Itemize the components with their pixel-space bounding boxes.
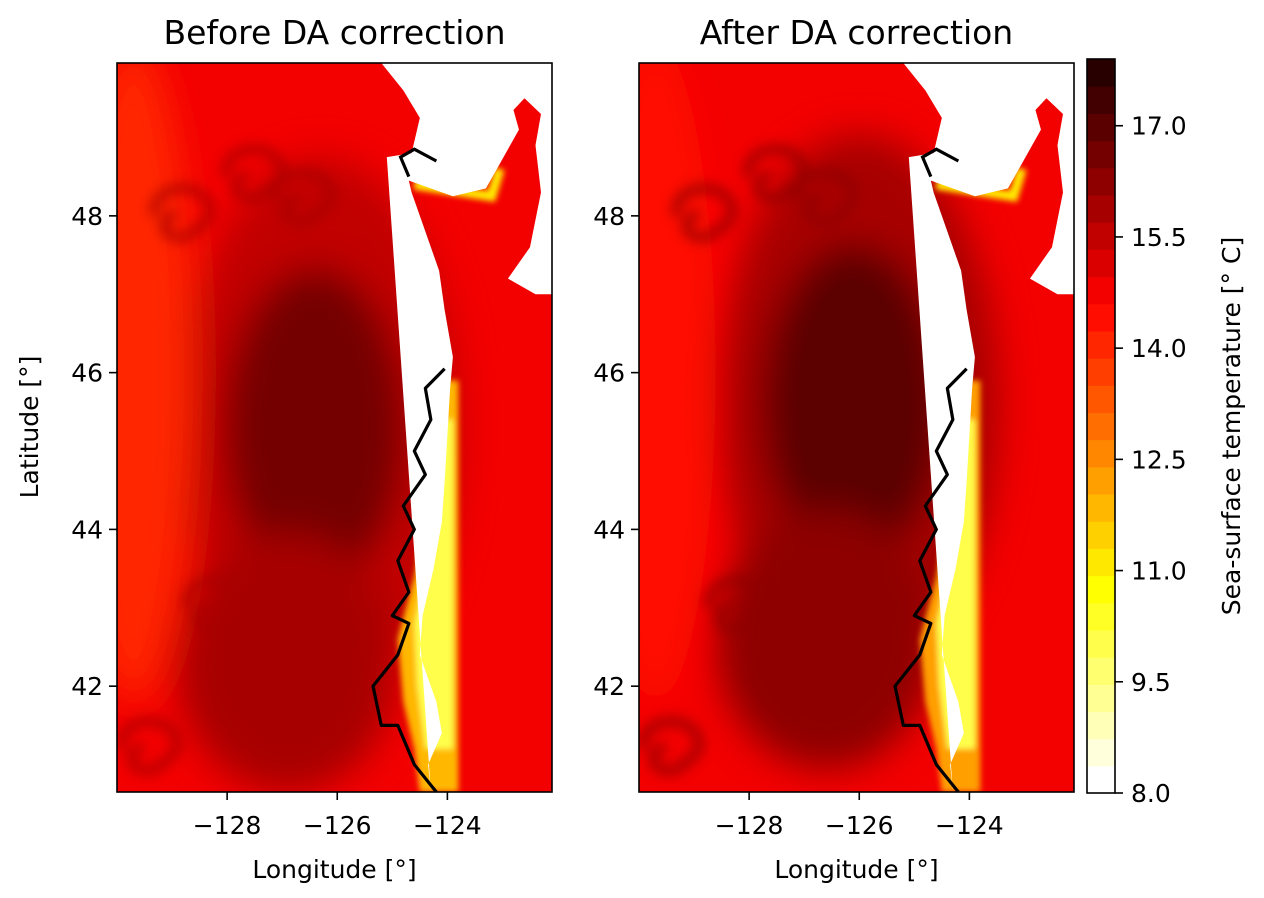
colorbar-band bbox=[1087, 194, 1115, 223]
colorbar-band bbox=[1087, 548, 1115, 577]
y-axis: 42 44 46 48 bbox=[71, 202, 117, 701]
colorbar-tick-label: 11.0 bbox=[1131, 557, 1187, 586]
colorbar-band bbox=[1087, 765, 1115, 794]
warm-core bbox=[225, 267, 406, 588]
plot-frame bbox=[638, 62, 1075, 793]
colorbar: 8.0 9.5 11.0 12.5 14.0 15.5 17.0 Sea-surface t… bbox=[1086, 58, 1246, 808]
colorbar-band bbox=[1087, 521, 1115, 549]
colorbar-bands bbox=[1087, 59, 1115, 794]
colorbar-band bbox=[1087, 385, 1115, 414]
eddy-swirl bbox=[117, 716, 182, 776]
sst-contour-line bbox=[398, 147, 438, 178]
colorbar-tick-label: 14.0 bbox=[1131, 334, 1187, 363]
sst-field bbox=[117, 63, 552, 792]
sst-field bbox=[639, 63, 1074, 792]
colorbar-band bbox=[1087, 575, 1115, 604]
colorbar-band bbox=[1087, 222, 1115, 250]
colorbar-label: Sea-surface temperature [° C] bbox=[1217, 237, 1246, 615]
colorbar-band bbox=[1087, 602, 1115, 631]
y-axis: 42 44 46 48 bbox=[593, 202, 639, 701]
y-axis-label: Latitude [°] bbox=[15, 356, 44, 499]
eddy-swirl bbox=[149, 183, 215, 243]
x-tick-label: −124 bbox=[935, 811, 1004, 840]
colorbar-band bbox=[1087, 493, 1115, 522]
colorbar-band bbox=[1087, 140, 1115, 169]
x-tick-label: −128 bbox=[193, 811, 262, 840]
x-tick-label: −128 bbox=[715, 811, 784, 840]
colorbar-band bbox=[1087, 167, 1115, 196]
eddy-swirl bbox=[671, 183, 737, 243]
eddy-swirl bbox=[748, 654, 814, 713]
panel-title: Before DA correction bbox=[163, 13, 505, 52]
colorbar-band bbox=[1087, 303, 1115, 332]
sst-contour-line bbox=[893, 367, 968, 792]
colorbar-band bbox=[1087, 330, 1115, 359]
sst-contour-line bbox=[920, 147, 960, 178]
colorbar-band bbox=[1087, 684, 1115, 713]
y-tick-label: 44 bbox=[71, 515, 103, 544]
y-tick-label: 44 bbox=[593, 515, 625, 544]
eddy-swirl bbox=[270, 168, 336, 227]
y-tick-label: 46 bbox=[71, 359, 103, 388]
sst-contour-line bbox=[371, 367, 446, 792]
colorbar-tick-label: 12.5 bbox=[1131, 445, 1187, 474]
colorbar-band bbox=[1087, 738, 1115, 767]
x-axis-label: Longitude [°] bbox=[252, 855, 416, 884]
colorbar-band bbox=[1087, 113, 1115, 142]
warm-tongue-south bbox=[177, 532, 398, 792]
colorbar-band bbox=[1087, 439, 1115, 468]
x-tick-label: −126 bbox=[825, 811, 894, 840]
land bbox=[381, 63, 552, 792]
colorbar-band bbox=[1087, 412, 1115, 441]
colorbar-band bbox=[1087, 711, 1115, 740]
warm-tongue-south bbox=[716, 509, 937, 770]
colorbar-band bbox=[1087, 276, 1115, 305]
plot-frame bbox=[116, 62, 553, 793]
colorbar-band bbox=[1087, 86, 1115, 114]
x-axis-label: Longitude [°] bbox=[774, 855, 938, 884]
colorbar-band bbox=[1087, 59, 1115, 87]
eddy-swirl bbox=[792, 168, 858, 227]
y-tick-label: 48 bbox=[593, 202, 625, 231]
eddy-swirl bbox=[226, 654, 292, 713]
panel-title: After DA correction bbox=[700, 13, 1013, 52]
colorbar-band bbox=[1087, 358, 1115, 386]
eddy-swirl bbox=[704, 575, 770, 635]
colorbar-tick-label: 15.5 bbox=[1131, 223, 1187, 252]
colorbar-band bbox=[1087, 629, 1115, 658]
colorbar-tick-label: 8.0 bbox=[1131, 779, 1171, 808]
x-axis: −128 −126 −124 bbox=[715, 792, 1004, 840]
cooler-offshore-west bbox=[639, 63, 716, 703]
panel-after: After DA correction −128 −126 −124 4244464… bbox=[593, 13, 1075, 884]
colorbar-tick-label: 17.0 bbox=[1131, 112, 1187, 141]
warm-core bbox=[763, 243, 944, 564]
panel-before: Before DA correction −128 −126 −124 42 44 46… bbox=[15, 13, 553, 884]
land bbox=[903, 63, 1074, 792]
colorbar-ticks: 8.0 9.5 11.0 12.5 14.0 15.5 17.0 bbox=[1115, 112, 1187, 808]
colorbar-band bbox=[1087, 249, 1115, 278]
colorbar-band bbox=[1087, 466, 1115, 495]
y-tick-label: 46 bbox=[593, 359, 625, 388]
eddy-swirl bbox=[182, 575, 248, 635]
colorbar-band bbox=[1087, 657, 1115, 685]
y-tick-label: 42 bbox=[593, 672, 625, 701]
colorbar-frame bbox=[1086, 58, 1116, 794]
cooler-offshore-west bbox=[117, 63, 194, 703]
x-tick-label: −126 bbox=[303, 811, 372, 840]
x-tick-label: −124 bbox=[413, 811, 482, 840]
colorbar-tick-label: 9.5 bbox=[1131, 668, 1171, 697]
eddy-swirl bbox=[639, 716, 704, 776]
y-tick-label: 48 bbox=[71, 202, 103, 231]
x-axis: −128 −126 −124 bbox=[193, 792, 482, 840]
y-tick-label: 42 bbox=[71, 672, 103, 701]
